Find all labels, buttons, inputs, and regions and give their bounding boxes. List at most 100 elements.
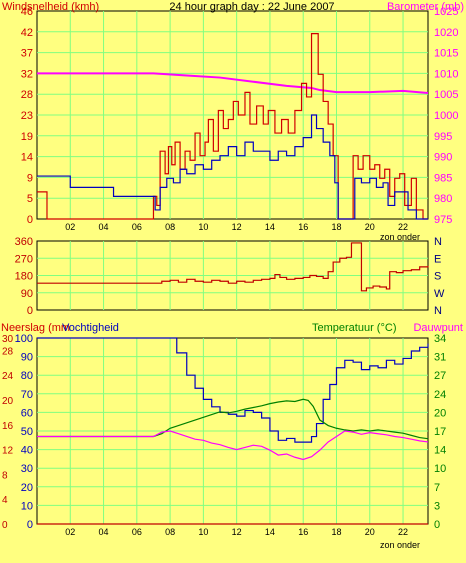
climate-right-tick-label: 24 xyxy=(434,389,446,401)
series-layer xyxy=(37,33,429,525)
climate-left-tick-label: 30 xyxy=(21,463,33,475)
dewpoint-axis-title: Dauwpunt xyxy=(413,322,463,334)
climate-right-tick-label: 31 xyxy=(434,352,446,364)
humidity-axis-title: Vochtigheid xyxy=(62,322,119,334)
x-tick-label: 08 xyxy=(165,222,175,232)
wind-right-tick-label: 980 xyxy=(434,193,452,205)
climate-right-tick-label: 10 xyxy=(434,463,446,475)
wind-left-tick-label: 0 xyxy=(27,214,33,226)
wind-right-tick-label: 1020 xyxy=(434,27,458,39)
barometer-line xyxy=(37,72,429,94)
humidity-line xyxy=(37,337,429,443)
climate-right-tick-label: 0 xyxy=(434,519,440,531)
x-tick-label: 10 xyxy=(198,222,208,232)
grid-layer xyxy=(37,11,428,524)
wind-axis-title: Windsnelheid (kmh) xyxy=(2,1,99,13)
direction-right-tick-label: W xyxy=(434,288,445,300)
wind-left-tick-label: 32 xyxy=(21,68,33,80)
wind-direction-line xyxy=(37,242,429,292)
x-tick-label: 22 xyxy=(398,222,408,232)
wind-left-tick-label: 19 xyxy=(21,131,33,143)
x-tick-label: 02 xyxy=(65,527,75,537)
wind-right-tick-label: 1025 xyxy=(434,6,458,18)
rain-tick-label: 8 xyxy=(2,470,8,481)
x-tick-label: 14 xyxy=(265,527,275,537)
wind-right-tick-label: 990 xyxy=(434,152,452,164)
rain-tick-label: 12 xyxy=(2,446,14,457)
x-tick-label: 02 xyxy=(65,222,75,232)
direction-right-tick-label: S xyxy=(434,271,441,283)
rain-axis-title: Neerslag (mm xyxy=(1,322,70,334)
x-tick-label: 18 xyxy=(331,527,341,537)
x-tick-label: 04 xyxy=(99,222,109,232)
climate-right-tick-label: 17 xyxy=(434,426,446,438)
wind-right-tick-label: 1015 xyxy=(434,48,458,60)
climate-left-tick-label: 60 xyxy=(21,407,33,419)
climate-left-tick-label: 20 xyxy=(21,482,33,494)
direction-right-tick-label: N xyxy=(434,236,442,248)
wind-average-line xyxy=(37,114,428,220)
x-tick-label: 08 xyxy=(165,527,175,537)
wind-right-tick-label: 1005 xyxy=(434,89,458,101)
wind-left-tick-label: 46 xyxy=(21,6,33,18)
x-tick-label: 04 xyxy=(99,527,109,537)
temperature-line xyxy=(37,398,429,440)
chart-title: 24 hour graph day : 22 June 2007 xyxy=(169,1,334,13)
x-tick-label: 12 xyxy=(232,222,242,232)
direction-left-tick-label: 0 xyxy=(27,305,33,317)
x-tick-label: 20 xyxy=(365,222,375,232)
x-tick-label: 12 xyxy=(232,527,242,537)
dewpoint-line xyxy=(37,430,429,461)
x-tick-label: 20 xyxy=(365,527,375,537)
climate-left-tick-label: 90 xyxy=(21,352,33,364)
wind-right-tick-label: 985 xyxy=(434,172,452,184)
rain-tick-label: 28 xyxy=(2,346,14,357)
climate-left-tick-label: 10 xyxy=(21,500,33,512)
climate-right-tick-label: 7 xyxy=(434,482,440,494)
x-tick-label: 10 xyxy=(198,527,208,537)
rain-tick-label: 30 xyxy=(2,334,14,345)
temperature-axis-title: Temperatuur (°C) xyxy=(312,322,396,334)
climate-left-tick-label: 70 xyxy=(21,389,33,401)
direction-left-tick-label: 90 xyxy=(21,288,33,300)
climate-right-tick-label: 27 xyxy=(434,370,446,382)
x-tick-label: 18 xyxy=(331,222,341,232)
sunset-label-bottom: zon onder xyxy=(380,540,420,550)
wind-left-tick-label: 42 xyxy=(21,27,33,39)
rain-tick-label: 24 xyxy=(2,371,14,382)
climate-left-tick-label: 40 xyxy=(21,445,33,457)
x-tick-label: 06 xyxy=(132,222,142,232)
barometer-axis-title: Barometer (mb) xyxy=(387,1,464,13)
x-tick-label: 06 xyxy=(132,527,142,537)
climate-right-tick-label: 14 xyxy=(434,445,446,457)
climate-left-tick-label: 0 xyxy=(27,519,33,531)
rain-tick-label: 0 xyxy=(2,520,8,531)
direction-left-tick-label: 180 xyxy=(15,271,33,283)
direction-left-tick-label: 270 xyxy=(15,253,33,265)
wind-right-tick-label: 1000 xyxy=(434,110,458,122)
climate-right-tick-label: 20 xyxy=(434,407,446,419)
sunset-label-top: zon onder xyxy=(380,232,420,242)
wind-left-tick-label: 23 xyxy=(21,110,33,122)
direction-right-tick-label: E xyxy=(434,253,441,265)
climate-right-tick-label: 3 xyxy=(434,500,440,512)
wind-left-tick-label: 14 xyxy=(21,152,33,164)
direction-right-tick-label: N xyxy=(434,305,442,317)
wind-speed-line xyxy=(37,33,428,220)
direction-left-tick-label: 360 xyxy=(15,236,33,248)
x-tick-label: 14 xyxy=(265,222,275,232)
x-tick-label: 22 xyxy=(398,527,408,537)
climate-left-tick-label: 50 xyxy=(21,426,33,438)
wind-right-tick-label: 1010 xyxy=(434,68,458,80)
climate-left-tick-label: 100 xyxy=(15,333,33,345)
x-tick-label: 16 xyxy=(298,527,308,537)
wind-right-tick-label: 995 xyxy=(434,131,452,143)
x-tick-label: 16 xyxy=(298,222,308,232)
climate-left-tick-label: 80 xyxy=(21,370,33,382)
wind-right-tick-label: 975 xyxy=(434,214,452,226)
rain-tick-label: 4 xyxy=(2,495,8,506)
wind-left-tick-label: 9 xyxy=(27,172,33,184)
